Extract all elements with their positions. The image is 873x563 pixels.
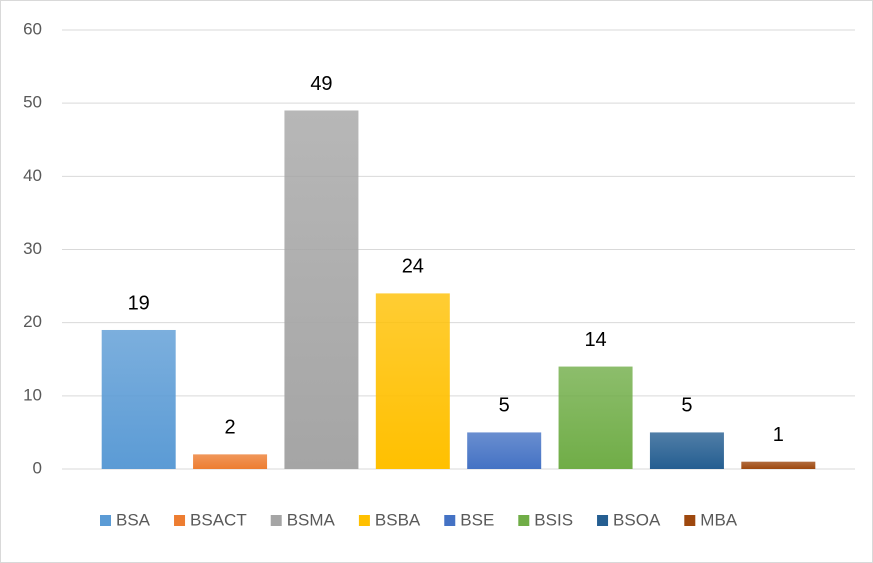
data-label: 19 [128, 292, 150, 314]
y-tick-label: 50 [23, 93, 42, 112]
legend-label: BSACT [190, 510, 247, 529]
legend-swatch [100, 515, 111, 526]
legend-label: BSIS [534, 510, 573, 529]
legend-label: BSBA [375, 510, 421, 529]
data-label: 24 [402, 256, 424, 278]
bar [649, 432, 724, 469]
legend-label: MBA [700, 510, 738, 529]
data-label: 5 [681, 395, 692, 417]
y-tick-label: 40 [23, 166, 42, 185]
data-label: 1 [773, 424, 784, 446]
data-label: 49 [310, 73, 332, 95]
bar [284, 110, 359, 469]
data-label: 5 [499, 395, 510, 417]
y-tick-label: 10 [23, 385, 42, 404]
data-label: 14 [584, 329, 606, 351]
legend-swatch [444, 515, 456, 526]
legend-label: BSOA [613, 510, 661, 529]
bar [741, 461, 816, 469]
legend-swatch [518, 515, 530, 526]
legend-swatch [684, 515, 696, 526]
bar [558, 366, 633, 469]
legend-swatch [174, 515, 186, 526]
legend-swatch [270, 515, 282, 526]
y-tick-label: 60 [23, 19, 42, 38]
bar [193, 454, 268, 469]
legend-swatch [597, 515, 609, 526]
bar [375, 293, 450, 469]
legend-label: BSMA [287, 510, 336, 529]
y-tick-label: 30 [23, 239, 42, 258]
legend-label: BSE [460, 510, 494, 529]
bar [467, 432, 542, 469]
legend-swatch [358, 515, 370, 526]
y-tick-label: 0 [33, 458, 42, 477]
bar [101, 329, 176, 469]
y-tick-label: 20 [23, 312, 42, 331]
data-label: 2 [225, 417, 236, 439]
legend-label: BSA [116, 510, 151, 529]
